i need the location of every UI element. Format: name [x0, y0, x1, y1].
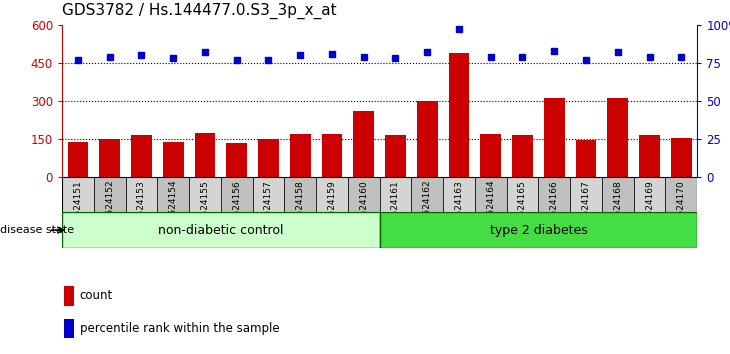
- Bar: [62, 177, 93, 212]
- Bar: [607, 98, 628, 177]
- Bar: [322, 134, 342, 177]
- Bar: [62, 212, 380, 248]
- Bar: [443, 177, 475, 212]
- Text: percentile rank within the sample: percentile rank within the sample: [80, 322, 279, 335]
- Text: GSM524151: GSM524151: [74, 180, 82, 235]
- Text: GSM524165: GSM524165: [518, 180, 527, 235]
- Bar: [189, 177, 221, 212]
- Bar: [64, 319, 74, 338]
- Bar: [570, 177, 602, 212]
- Bar: [195, 133, 215, 177]
- Text: GSM524162: GSM524162: [423, 180, 431, 234]
- Text: GSM524160: GSM524160: [359, 180, 368, 235]
- Bar: [634, 177, 666, 212]
- Bar: [576, 140, 596, 177]
- Bar: [93, 177, 126, 212]
- Text: GSM524167: GSM524167: [582, 180, 591, 235]
- Text: GSM524166: GSM524166: [550, 180, 558, 235]
- Bar: [316, 177, 348, 212]
- Bar: [512, 135, 533, 177]
- Bar: [348, 177, 380, 212]
- Text: GSM524154: GSM524154: [169, 180, 177, 234]
- Bar: [539, 177, 570, 212]
- Text: GSM524155: GSM524155: [201, 180, 210, 235]
- Bar: [639, 135, 660, 177]
- Bar: [253, 177, 285, 212]
- Bar: [131, 135, 152, 177]
- Bar: [544, 98, 564, 177]
- Text: disease state: disease state: [0, 225, 74, 235]
- Text: GSM524163: GSM524163: [455, 180, 464, 235]
- Bar: [68, 142, 88, 177]
- Bar: [158, 177, 189, 212]
- Bar: [412, 177, 443, 212]
- Text: GSM524157: GSM524157: [264, 180, 273, 235]
- Bar: [380, 177, 412, 212]
- Bar: [221, 177, 253, 212]
- Bar: [380, 212, 697, 248]
- Bar: [99, 139, 120, 177]
- Text: GSM524156: GSM524156: [232, 180, 241, 235]
- Text: GSM524164: GSM524164: [486, 180, 495, 234]
- Text: GSM524159: GSM524159: [328, 180, 337, 235]
- Text: GSM524152: GSM524152: [105, 180, 114, 234]
- Bar: [417, 101, 437, 177]
- Bar: [258, 139, 279, 177]
- Bar: [385, 135, 406, 177]
- Bar: [475, 177, 507, 212]
- Bar: [666, 177, 697, 212]
- Text: GSM524169: GSM524169: [645, 180, 654, 235]
- Text: GSM524153: GSM524153: [137, 180, 146, 235]
- Text: GDS3782 / Hs.144477.0.S3_3p_x_at: GDS3782 / Hs.144477.0.S3_3p_x_at: [62, 2, 337, 19]
- Bar: [290, 135, 310, 177]
- Text: count: count: [80, 290, 113, 302]
- Text: GSM524161: GSM524161: [391, 180, 400, 235]
- Bar: [449, 53, 469, 177]
- Text: type 2 diabetes: type 2 diabetes: [490, 224, 587, 236]
- Text: GSM524170: GSM524170: [677, 180, 685, 235]
- Bar: [64, 286, 74, 306]
- Bar: [353, 111, 374, 177]
- Bar: [602, 177, 634, 212]
- Bar: [226, 143, 247, 177]
- Bar: [480, 135, 501, 177]
- Bar: [507, 177, 539, 212]
- Bar: [163, 142, 183, 177]
- Bar: [285, 177, 316, 212]
- Bar: [671, 138, 691, 177]
- Bar: [126, 177, 158, 212]
- Text: GSM524168: GSM524168: [613, 180, 622, 235]
- Text: GSM524158: GSM524158: [296, 180, 304, 235]
- Text: non-diabetic control: non-diabetic control: [158, 224, 283, 236]
